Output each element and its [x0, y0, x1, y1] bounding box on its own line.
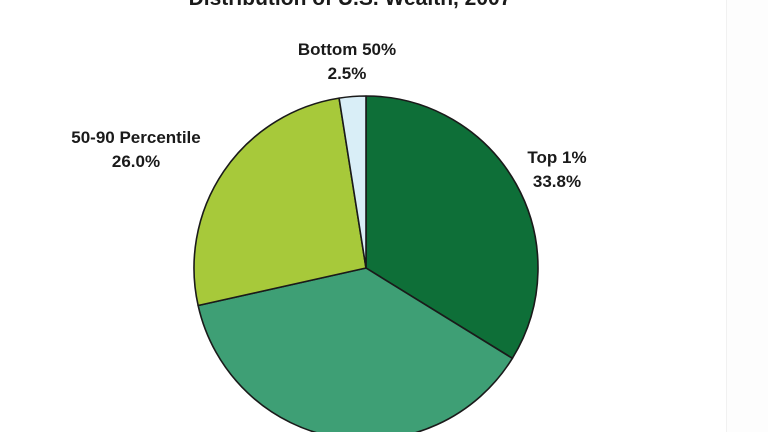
slice-top-1	[365, 95, 539, 360]
slice-label-top-1-value: 33.8%	[532, 172, 582, 191]
chart-title: Distribution of U.S. Wealth, 2007	[0, 0, 700, 11]
slice-label-top-1: Top 1% 33.8%	[502, 146, 612, 194]
slice-label-50-90-percentile-name: 50-90 Percentile	[71, 128, 201, 147]
slice-label-bottom-50-value: 2.5%	[327, 64, 367, 83]
slice-label-bottom-50: Bottom 50% 2.5%	[262, 38, 432, 86]
slice-label-50-90-percentile: 50-90 Percentile 26.0%	[38, 126, 234, 174]
slice-90-99-percentile	[197, 267, 514, 432]
slice-bottom-50	[338, 95, 367, 269]
page-edge-strip	[726, 0, 768, 432]
slice-50-90-percentile	[193, 97, 367, 307]
slice-label-top-1-name: Top 1%	[527, 148, 587, 167]
slice-label-50-90-percentile-value: 26.0%	[111, 152, 161, 171]
slice-label-bottom-50-name: Bottom 50%	[297, 40, 397, 59]
pie-slices	[193, 95, 539, 432]
